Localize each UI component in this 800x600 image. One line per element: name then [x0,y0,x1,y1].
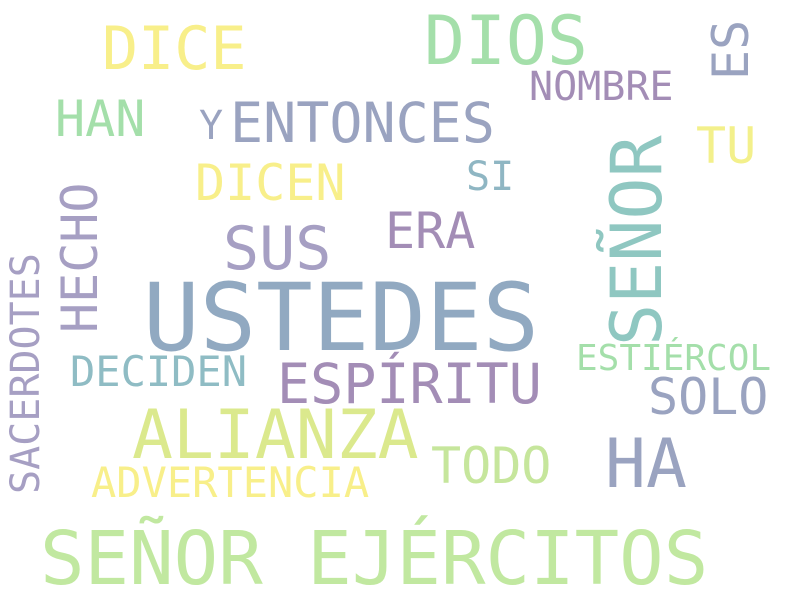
word-sus: SUS [223,214,332,284]
word-y: Y [199,103,224,149]
word-hecho: HECHO [51,182,109,333]
word-nombre: NOMBRE [529,64,674,110]
word-dios: DIOS [424,2,588,81]
word-todo: TODO [431,437,552,495]
word-dicen: DICEN [195,154,346,212]
word-alianza: ALIANZA [132,396,419,475]
word-ha: HA [605,425,687,504]
word-entonces: ENTONCES [230,91,495,155]
word-es: ES [702,19,760,80]
word-advertencia: ADVERTENCIA [91,458,370,507]
word-era: ERA [385,202,476,260]
word-espiritu: ESPÍRITU [277,352,542,416]
word-sacerdotes: SACERDOTES [3,253,49,494]
word-senor: SEÑOR [596,135,678,346]
word-han: HAN [55,90,146,148]
word-si: SI [466,154,515,200]
word-estiercol: ESTIÉRCOL [576,338,772,379]
word-dice: DICE [102,14,247,84]
word-senor-ejercitos: SEÑOR EJÉRCITOS [40,516,709,600]
word-solo: SOLO [648,368,769,426]
word-ustedes: USTEDES [143,264,540,373]
word-tu: TU [696,117,757,175]
word-deciden: DECIDEN [70,347,248,396]
